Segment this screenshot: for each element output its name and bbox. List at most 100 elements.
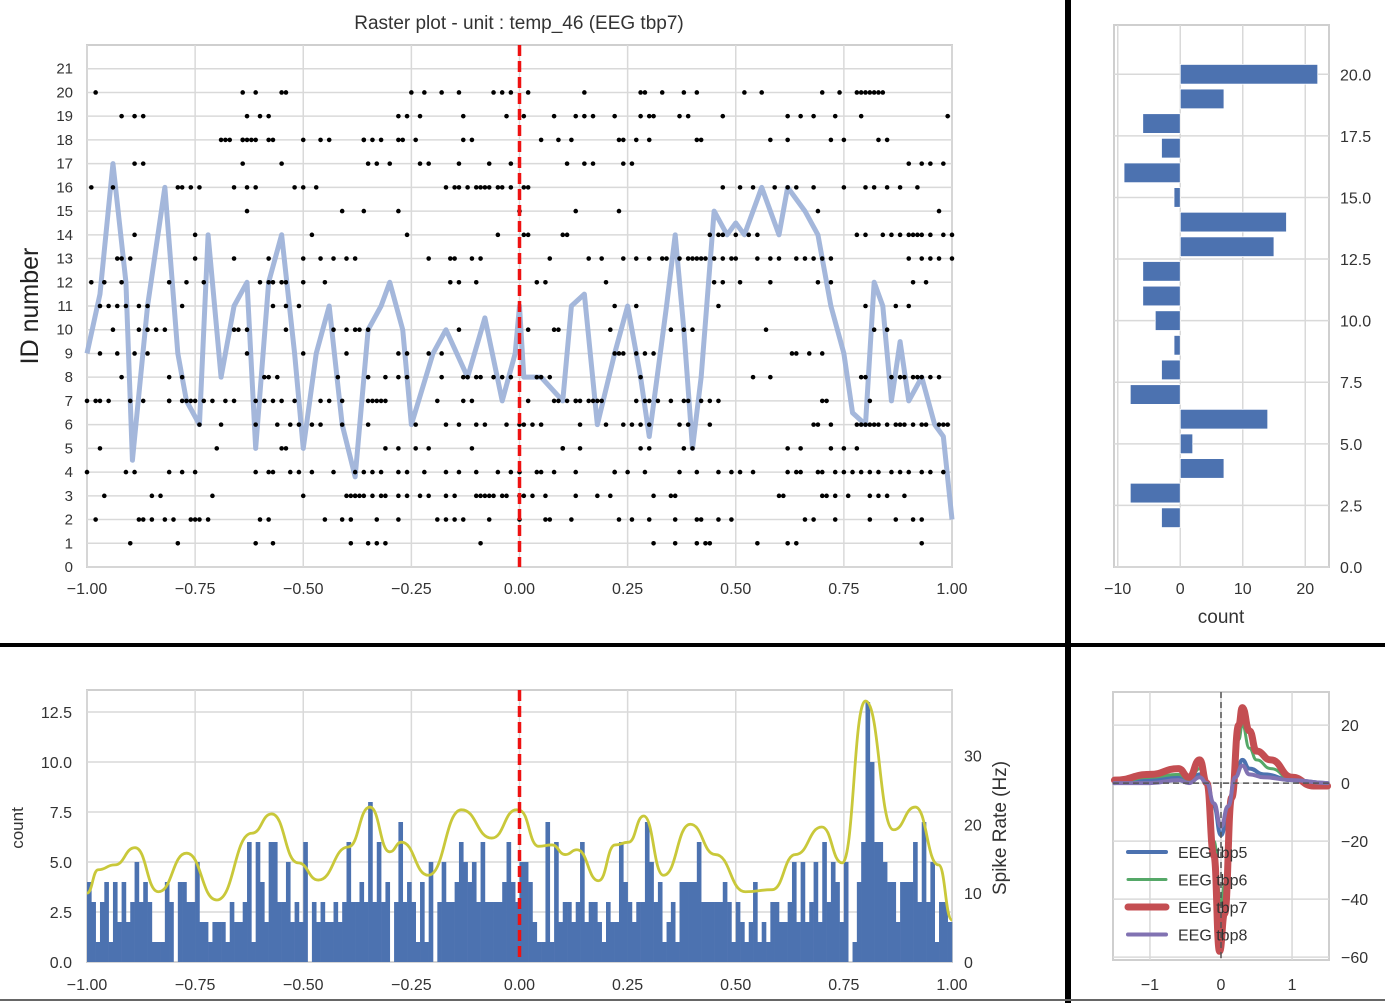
spike-dot [815, 208, 821, 214]
spike-dot [231, 256, 237, 261]
spike-dot [300, 493, 306, 499]
psth-bar [567, 902, 572, 962]
spike-dot [127, 540, 133, 546]
spike-dot [750, 469, 756, 475]
spike-dot [612, 469, 617, 475]
spike-dot [828, 446, 834, 451]
spike-dot [729, 517, 734, 522]
spike-dot [378, 398, 384, 404]
psth-bar [342, 902, 347, 962]
spike-dot [102, 493, 107, 499]
spike-dot [646, 517, 652, 522]
spike-dot [573, 208, 579, 214]
spike-dot [897, 374, 903, 380]
spike-dot [923, 279, 929, 285]
psth-bar [727, 902, 732, 962]
raster-ytick-label: 12 [56, 274, 73, 291]
spike-dot [370, 137, 375, 143]
spike-dot [300, 351, 306, 356]
spike-dot [223, 398, 228, 404]
spike-dot [352, 327, 358, 333]
spike-dot [646, 113, 652, 119]
spike-dot [365, 327, 371, 333]
spike-dot [370, 469, 375, 475]
psth-bar [895, 922, 901, 962]
psth-xtick-label: 1.00 [936, 977, 967, 994]
spike-dot [132, 351, 137, 356]
raster-ytick-label: 21 [56, 61, 73, 78]
spike-dot [179, 185, 185, 190]
spike-dot [275, 374, 280, 380]
psth-bar [221, 922, 226, 962]
spike-dot [621, 137, 626, 143]
spike-dot [318, 422, 323, 427]
psth-bar [878, 842, 884, 962]
spike-dot [473, 185, 479, 190]
spike-dot [651, 493, 656, 499]
spike-dot [733, 256, 739, 261]
spike-dot [794, 540, 799, 546]
raster-ytick-label: 11 [57, 298, 73, 315]
spike-dot [413, 137, 419, 143]
psth-bar [160, 942, 166, 962]
psth-bar [199, 922, 205, 962]
spike-dot [876, 137, 881, 143]
spike-dot [266, 113, 271, 119]
spike-dot [331, 469, 336, 475]
spike-dot [768, 374, 773, 380]
histogram-bar [1129, 384, 1181, 405]
psth-bar [476, 902, 481, 962]
spike-dot [296, 422, 302, 427]
psth-xtick-label: −0.50 [283, 977, 324, 994]
spike-dot [759, 90, 764, 95]
spike-dot [504, 493, 509, 499]
psth-bar [502, 882, 507, 962]
spike-dot [949, 256, 955, 261]
psth-bar [99, 902, 105, 962]
waveform-xtick-label: −1 [1141, 977, 1159, 994]
spike-dot [482, 185, 488, 190]
spike-dot [703, 256, 708, 261]
spike-dot [486, 493, 492, 499]
psth-bar [108, 942, 114, 962]
psth-bar [640, 902, 646, 962]
psth-bar [130, 902, 135, 962]
spike-dot [279, 90, 284, 95]
spike-dot [629, 161, 635, 166]
spike-dot [668, 493, 674, 499]
psth-ytick-label: 0.0 [50, 955, 72, 972]
spike-dot [106, 398, 111, 404]
spike-dot [789, 351, 795, 356]
spike-dot [413, 422, 419, 427]
psth-bar [316, 922, 321, 962]
spike-dot [179, 303, 185, 309]
spike-dot [595, 398, 600, 404]
spike-dot [716, 469, 721, 475]
histogram-xtick-label: 20 [1296, 581, 1314, 598]
spike-dot [435, 517, 440, 522]
spike-dot [910, 374, 916, 380]
spike-dot [443, 422, 449, 427]
spike-dot [858, 113, 864, 119]
spike-dot [672, 517, 678, 522]
spike-dot [889, 232, 894, 238]
spike-dot [698, 256, 704, 261]
spike-dot [884, 185, 890, 190]
psth-bar [688, 882, 693, 962]
spike-dot [214, 446, 220, 451]
spike-dot [858, 422, 864, 427]
waveform-ytick-label: 0 [1341, 776, 1350, 793]
spike-dot [577, 422, 583, 427]
psth-bar [363, 902, 369, 962]
spike-dot [534, 469, 540, 475]
spike-dot [201, 398, 207, 404]
spike-dot [941, 161, 946, 166]
histogram-bar [1179, 458, 1225, 479]
spike-dot [244, 137, 250, 143]
spike-dot [110, 327, 116, 333]
spike-dot [236, 327, 241, 333]
psth-bar [411, 902, 416, 962]
spike-dot [534, 279, 540, 285]
spike-dot [426, 446, 431, 451]
spike-dot [365, 422, 371, 427]
